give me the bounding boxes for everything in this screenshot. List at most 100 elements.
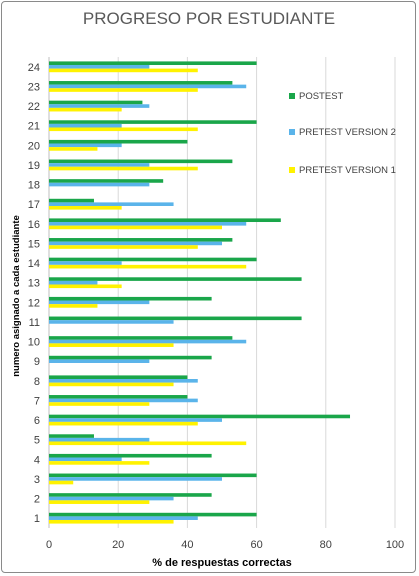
bar-pretest-version-1-4: [49, 461, 150, 465]
bar-pretest-version-1-7: [49, 402, 150, 406]
bar-pretest-version-2-7: [49, 398, 198, 403]
bar-pretest-version-2-24: [49, 65, 150, 69]
y-tick-label-21: 21: [28, 121, 40, 133]
bar-pretest-version-2-18: [49, 182, 150, 187]
bar-pretest-version-2-9: [49, 359, 150, 363]
bar-pretest-version-1-20: [49, 147, 98, 151]
bar-pretest-version-2-17: [49, 202, 174, 206]
bar-postest-18: [49, 179, 164, 183]
bar-pretest-version-2-16: [49, 222, 247, 226]
y-tick-label-15: 15: [28, 238, 40, 250]
legend-label-pretest-version-2: PRETEST VERSION 2: [299, 127, 396, 138]
bar-pretest-version-1-15: [49, 245, 198, 249]
bar-pretest-version-2-10: [49, 339, 247, 344]
bar-postest-1: [49, 512, 257, 517]
bar-pretest-version-1-24: [49, 68, 198, 73]
y-tick-label-18: 18: [28, 180, 40, 192]
bar-postest-16: [49, 218, 281, 223]
x-tick-label-40: 40: [181, 539, 193, 551]
bar-pretest-version-2-19: [49, 163, 150, 167]
x-tick-label-60: 60: [250, 539, 262, 551]
legend-label-pretest-version-1: PRETEST VERSION 1: [299, 165, 396, 176]
x-tick-label-20: 20: [112, 539, 124, 551]
bar-pretest-version-1-2: [49, 500, 150, 504]
grid-lines: [48, 57, 396, 528]
bar-pretest-version-2-15: [49, 241, 222, 246]
y-tick-label-16: 16: [28, 219, 40, 231]
y-tick-label-2: 2: [34, 494, 40, 506]
y-tick-label-9: 9: [34, 356, 40, 368]
y-tick-label-6: 6: [34, 415, 40, 427]
bar-pretest-version-1-10: [49, 343, 174, 347]
x-tick-label-80: 80: [320, 539, 332, 551]
legend-swatch-pretest-version-1: [289, 167, 295, 173]
bar-postest-4: [49, 453, 212, 458]
y-tick-label-13: 13: [28, 278, 40, 290]
legend-swatch-pretest-version-2: [289, 129, 295, 135]
y-tick-label-14: 14: [28, 258, 40, 270]
bar-postest-10: [49, 336, 233, 340]
bar-pretest-version-1-17: [49, 205, 122, 210]
bar-pretest-version-2-4: [49, 457, 122, 462]
y-tick-label-8: 8: [34, 376, 40, 388]
y-tick-label-23: 23: [28, 81, 40, 93]
y-tick-label-1: 1: [34, 513, 40, 525]
bar-pretest-version-1-22: [49, 107, 122, 112]
y-tick-label-3: 3: [34, 474, 40, 486]
y-tick-label-7: 7: [34, 395, 40, 407]
x-tick-label-100: 100: [386, 539, 404, 551]
bar-pretest-version-2-22: [49, 104, 150, 108]
y-tick-label-22: 22: [28, 101, 40, 113]
legend: POSTEST PRETEST VERSION 2 PRETEST VERSION …: [289, 91, 396, 176]
bar-pretest-version-2-1: [49, 516, 198, 520]
bar-postest-12: [49, 296, 212, 301]
bar-pretest-version-1-13: [49, 284, 122, 289]
bar-postest-13: [49, 277, 302, 281]
x-tick-label-0: 0: [46, 539, 52, 551]
bar-pretest-version-1-3: [49, 480, 74, 485]
bar-postest-9: [49, 355, 212, 360]
bar-pretest-version-2-11: [49, 320, 174, 324]
bar-pretest-version-1-14: [49, 264, 247, 269]
bar-pretest-version-2-5: [49, 437, 150, 442]
bar-pretest-version-2-14: [49, 261, 122, 265]
bar-postest-14: [49, 257, 257, 262]
y-tick-label-4: 4: [34, 454, 40, 466]
bar-pretest-version-1-23: [49, 88, 198, 92]
bar-pretest-version-1-21: [49, 127, 198, 132]
bar-postest-24: [49, 61, 257, 66]
bar-pretest-version-1-8: [49, 382, 174, 387]
bar-postest-17: [49, 198, 94, 203]
y-tick-label-11: 11: [29, 317, 40, 329]
y-tick-label-17: 17: [28, 199, 40, 211]
bar-pretest-version-1-16: [49, 225, 222, 230]
bar-pretest-version-2-3: [49, 477, 222, 481]
bar-pretest-version-2-20: [49, 143, 122, 148]
y-tick-label-24: 24: [28, 62, 40, 74]
bar-postest-20: [49, 139, 188, 144]
y-tick-label-19: 19: [28, 160, 40, 172]
bars-group: [49, 61, 351, 524]
bar-postest-3: [49, 473, 257, 478]
bar-postest-2: [49, 493, 212, 497]
bar-pretest-version-1-6: [49, 421, 198, 426]
chart-title: PROGRESO POR ESTUDIANTE: [83, 9, 335, 28]
y-tick-label-5: 5: [34, 435, 40, 447]
bar-postest-21: [49, 120, 257, 124]
bar-postest-6: [49, 414, 351, 419]
x-tick-labels: 0 20 40 60 80 100: [46, 539, 404, 551]
bar-postest-15: [49, 238, 233, 242]
bar-pretest-version-1-1: [49, 519, 174, 524]
bar-pretest-version-2-2: [49, 496, 174, 501]
bar-pretest-version-1-5: [49, 441, 247, 446]
bar-pretest-version-2-23: [49, 84, 247, 89]
bar-pretest-version-2-13: [49, 280, 98, 285]
y-tick-label-20: 20: [28, 140, 40, 152]
bar-postest-19: [49, 159, 233, 164]
bar-pretest-version-1-12: [49, 304, 98, 308]
x-axis-label: % de respuestas correctas: [152, 557, 291, 569]
y-tick-label-10: 10: [28, 337, 40, 349]
bar-pretest-version-2-12: [49, 300, 150, 305]
bar-pretest-version-2-8: [49, 379, 198, 383]
